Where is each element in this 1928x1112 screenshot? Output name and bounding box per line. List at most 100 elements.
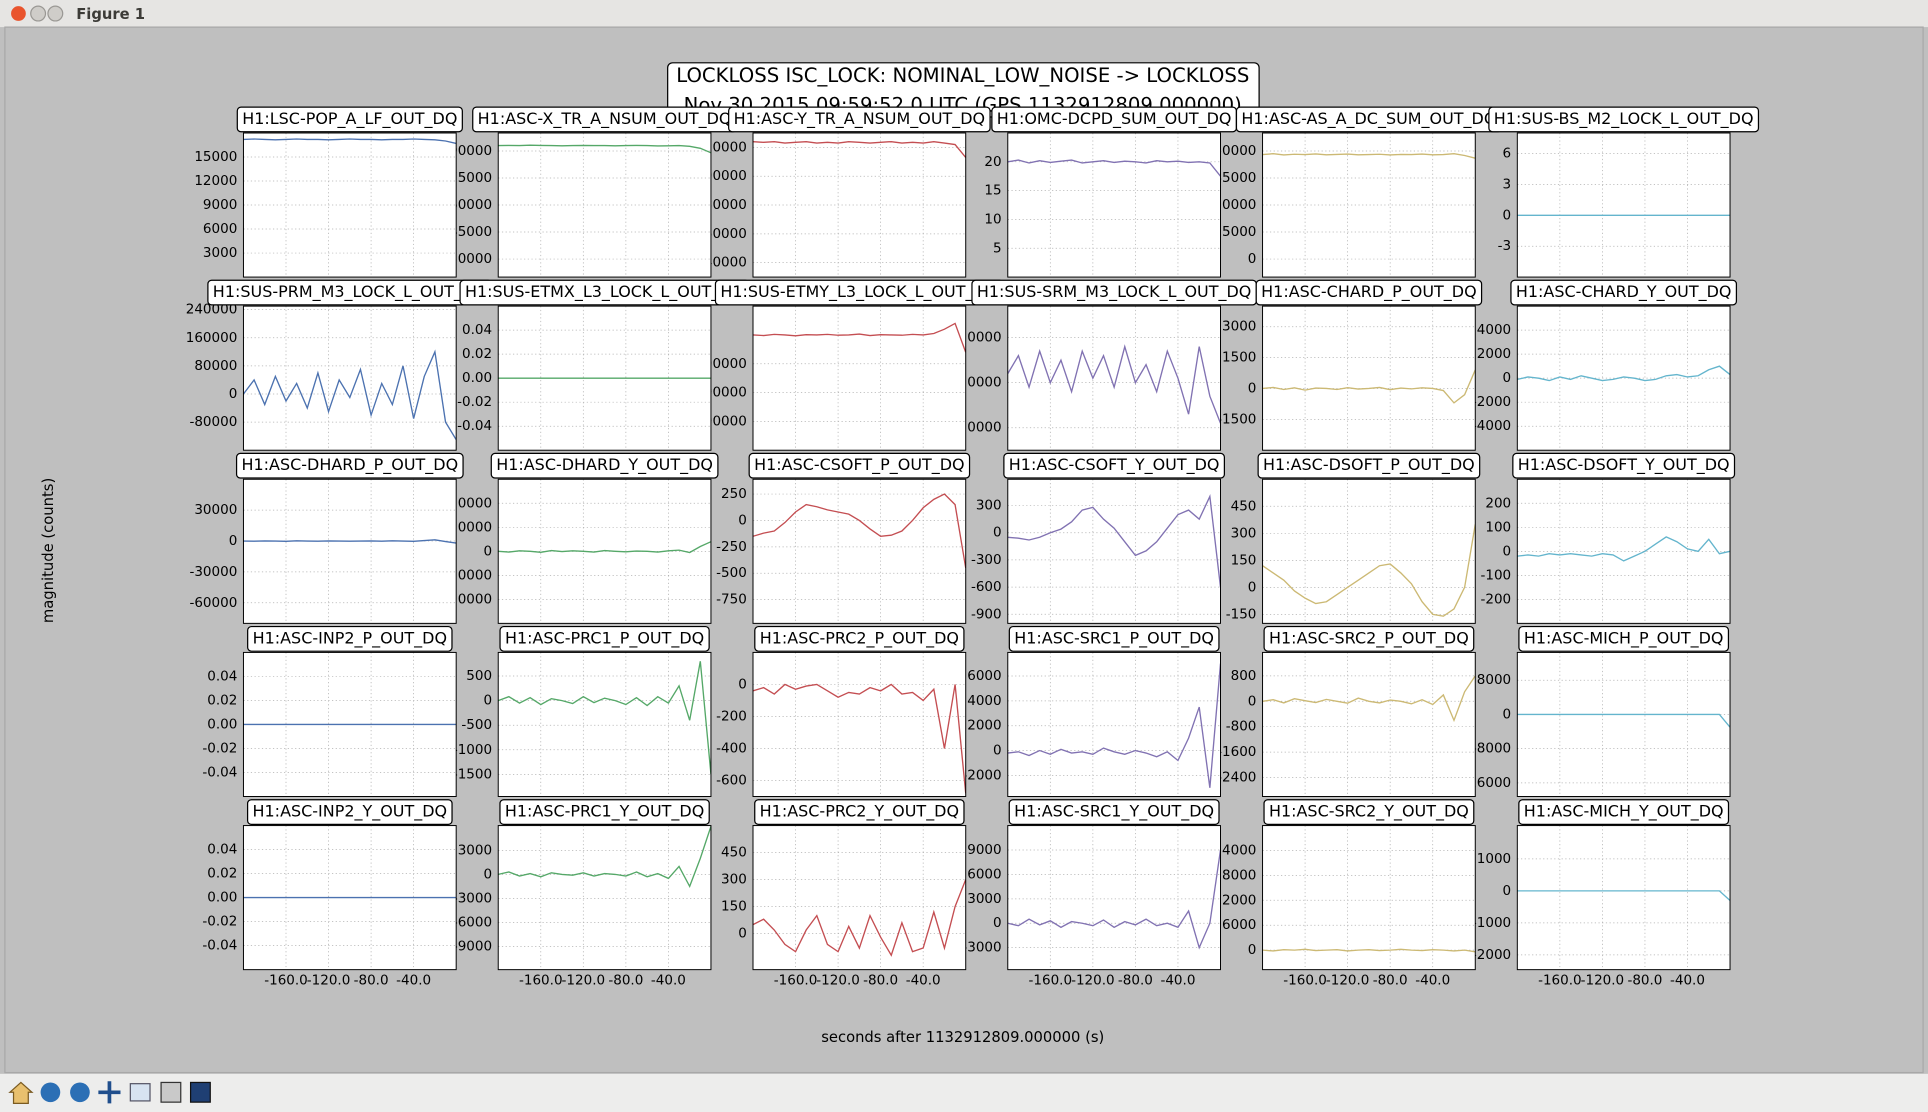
plot-area bbox=[498, 652, 711, 797]
minimize-button[interactable] bbox=[30, 5, 47, 22]
y-tick-label: 20 bbox=[984, 154, 1001, 170]
y-tick-label: 24000 bbox=[1213, 842, 1256, 858]
subplot-title-box: H1:ASC-CHARD_Y_OUT_DQ bbox=[1510, 279, 1738, 306]
subplot-title-box: H1:ASC-DHARD_P_OUT_DQ bbox=[235, 452, 464, 479]
close-button[interactable] bbox=[11, 6, 26, 21]
window-title: Figure 1 bbox=[76, 6, 145, 23]
y-tick-label: -0.04 bbox=[202, 764, 237, 780]
y-tick-label: 4000 bbox=[1477, 322, 1511, 338]
subplot-title: H1:OMC-DCPD_SUM_OUT_DQ bbox=[997, 109, 1232, 129]
y-tick-label: 0.02 bbox=[207, 692, 237, 708]
y-tick-label: -2000 bbox=[1472, 394, 1511, 410]
y-tick-label: -80000 bbox=[189, 414, 237, 430]
subplot-title: H1:SUS-ETMY_L3_LOCK_L_OUT_DQ bbox=[720, 282, 998, 302]
subplot-title: H1:ASC-DSOFT_P_OUT_DQ bbox=[1263, 455, 1475, 475]
plot-area bbox=[1517, 132, 1731, 278]
x-tick-label: -160.0 bbox=[519, 973, 563, 989]
subplot-title: H1:ASC-INP2_P_OUT_DQ bbox=[253, 628, 447, 648]
subplot-title: H1:ASC-MICH_Y_OUT_DQ bbox=[1524, 802, 1724, 822]
figure-title: LOCKLOSS ISC_LOCK: NOMINAL_LOW_NOISE -> … bbox=[676, 64, 1249, 87]
plot-area bbox=[753, 306, 966, 451]
subplot-title-frame bbox=[1003, 452, 1226, 479]
plot-frame bbox=[242, 651, 457, 797]
y-tick-label: -2000 bbox=[1472, 947, 1511, 963]
y-tick-label: -60000 bbox=[189, 595, 237, 611]
y-tick-label: -30000 bbox=[189, 564, 237, 580]
plot-area bbox=[1007, 132, 1221, 278]
y-tick-label: 0 bbox=[1248, 380, 1257, 396]
x-tick-label: -160.0 bbox=[1029, 973, 1073, 989]
y-tick-label: 0 bbox=[1503, 207, 1512, 223]
subplot-title-frame bbox=[236, 106, 463, 133]
plot-area bbox=[243, 479, 457, 624]
subplot bbox=[752, 825, 967, 971]
subplot-title-box: H1:ASC-CSOFT_Y_OUT_DQ bbox=[1003, 452, 1226, 479]
subplot-title: H1:SUS-BS_M2_LOCK_L_OUT_DQ bbox=[1494, 109, 1754, 129]
x-tick-label: -160.0 bbox=[1283, 973, 1327, 989]
y-tick-label: -400 bbox=[716, 740, 747, 756]
plot-area bbox=[1262, 652, 1476, 797]
subplot bbox=[1262, 825, 1476, 971]
home-button[interactable] bbox=[8, 1081, 34, 1104]
subplots-button[interactable] bbox=[160, 1081, 182, 1103]
subplot bbox=[752, 132, 967, 278]
plot-area bbox=[1262, 479, 1476, 624]
plot-frame bbox=[1262, 132, 1476, 278]
subplot-title-box: H1:ASC-SRC1_P_OUT_DQ bbox=[1008, 625, 1220, 652]
y-tick-label: 12000 bbox=[194, 173, 237, 189]
y-tick-label: -1500 bbox=[1217, 411, 1256, 427]
plot-area bbox=[1262, 306, 1476, 451]
y-tick-label: 3000 bbox=[967, 891, 1001, 907]
y-tick-label: 0 bbox=[993, 743, 1002, 759]
plot-area bbox=[753, 479, 966, 624]
y-tick-label: 80000 bbox=[194, 358, 237, 374]
trace bbox=[1007, 494, 1221, 588]
y-tick-label: -600 bbox=[971, 579, 1002, 595]
subplot-title: H1:ASC-INP2_Y_OUT_DQ bbox=[253, 802, 448, 822]
y-tick-label: -1000 bbox=[453, 742, 492, 758]
y-tick-label: 0 bbox=[1248, 251, 1257, 267]
save-button[interactable] bbox=[189, 1081, 211, 1103]
y-tick-label: 3000 bbox=[1222, 319, 1256, 335]
subplot-title-box: H1:ASC-CSOFT_P_OUT_DQ bbox=[748, 452, 971, 479]
y-tick-label: -0.02 bbox=[202, 914, 237, 930]
plot-frame bbox=[1516, 478, 1731, 624]
trace-group bbox=[498, 144, 711, 154]
plot-frame bbox=[497, 651, 712, 797]
trace bbox=[753, 879, 966, 957]
plot-frame bbox=[1516, 305, 1731, 451]
subplot-title: H1:ASC-CSOFT_Y_OUT_DQ bbox=[1009, 455, 1220, 475]
subplot-title-frame bbox=[247, 625, 453, 652]
pan-button[interactable] bbox=[98, 1081, 121, 1104]
y-axis-label: magnitude (counts) bbox=[40, 478, 57, 623]
subplot-title-box: H1:SUS-ETMX_L3_LOCK_L_OUT_DQ bbox=[459, 279, 750, 306]
subplot-title-frame bbox=[1257, 452, 1481, 479]
y-tick-label: -3 bbox=[1498, 238, 1511, 254]
subplot-title-box: H1:ASC-Y_TR_A_NSUM_OUT_DQ bbox=[728, 106, 991, 133]
y-tick-label: 10000 bbox=[449, 519, 492, 535]
subplot-title-box: H1:ASC-PRC1_P_OUT_DQ bbox=[499, 625, 710, 652]
subplot-title-box: H1:ASC-DSOFT_P_OUT_DQ bbox=[1257, 452, 1481, 479]
trace bbox=[243, 138, 457, 145]
trace-group bbox=[1262, 524, 1476, 617]
x-tick-label: -40.0 bbox=[1670, 973, 1705, 989]
x-tick-label: -80.0 bbox=[1373, 973, 1408, 989]
y-tick-label: 0 bbox=[738, 676, 747, 692]
trace-group bbox=[753, 493, 966, 569]
zoom-button[interactable] bbox=[129, 1083, 151, 1102]
y-tick-label: 0.04 bbox=[462, 322, 492, 338]
subplot-title-box: H1:ASC-SRC2_P_OUT_DQ bbox=[1263, 625, 1475, 652]
plot-frame bbox=[1516, 651, 1731, 797]
trace-group bbox=[243, 138, 457, 145]
y-tick-label: 500 bbox=[466, 668, 492, 684]
subplot bbox=[497, 478, 712, 624]
y-tick-label: -150 bbox=[1226, 606, 1257, 622]
forward-button[interactable] bbox=[70, 1082, 90, 1103]
subplot-title: H1:LSC-POP_A_LF_OUT_DQ bbox=[242, 109, 457, 129]
y-tick-label: -500 bbox=[461, 717, 492, 733]
plot-frame bbox=[1262, 478, 1476, 624]
maximize-button[interactable] bbox=[47, 5, 64, 22]
back-button[interactable] bbox=[40, 1082, 61, 1103]
trace bbox=[1262, 948, 1476, 953]
